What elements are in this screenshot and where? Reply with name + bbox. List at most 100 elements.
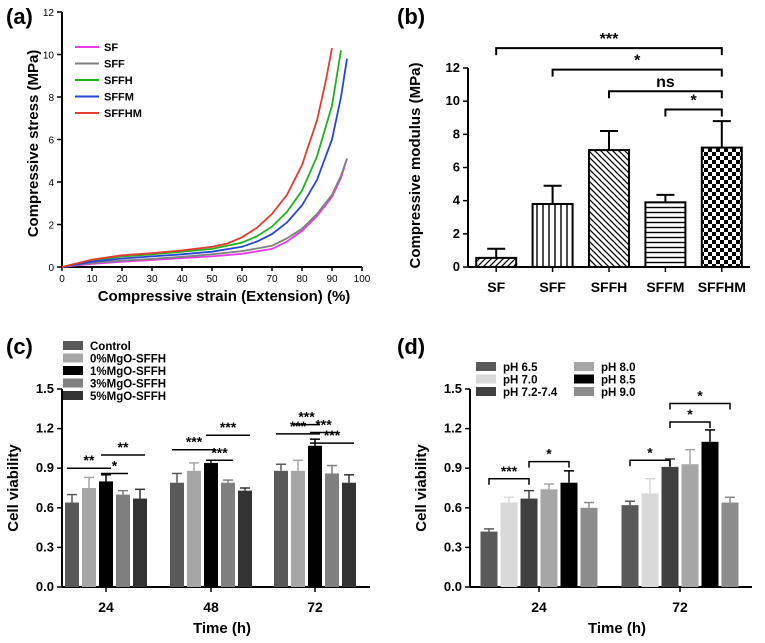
- legend-label: SFFM: [104, 92, 134, 104]
- significance-label: ***: [600, 31, 619, 48]
- significance-label: *: [112, 457, 118, 473]
- bar: [661, 466, 679, 587]
- legend-label: pH 7.2-7.4: [503, 387, 558, 399]
- series-line-sffm: [61, 58, 348, 268]
- legend-label: pH 9.0: [601, 387, 636, 399]
- significance-label: ***: [211, 444, 228, 460]
- bar: [221, 482, 235, 587]
- y-tick-label: 0.3: [36, 539, 54, 554]
- legend-label: pH 6.5: [503, 362, 538, 374]
- legend-label: pH 7.0: [503, 375, 538, 387]
- bar: [133, 498, 147, 587]
- bar: [170, 482, 184, 587]
- panel-d: 0.0 0.3 0.6 0.9 1.2 1.5 (d) Cell viability Time …: [397, 334, 752, 637]
- significance-label: ***: [298, 409, 315, 425]
- panel-b: 0 2 4 6 8 10 12 (b) Compressive modulus (MPa) SF S…: [397, 4, 750, 295]
- x-tick-label: 48: [203, 599, 219, 615]
- y-tick-label: 12: [446, 60, 460, 75]
- x-tick-label: 0: [59, 274, 65, 285]
- panel-label: (c): [6, 334, 33, 359]
- legend-label: 0%MgO-SFFH: [90, 354, 166, 366]
- bar-sff: [531, 202, 574, 269]
- legend-swatch: [63, 366, 83, 375]
- x-axis-title: Compressive strain (Extension) (%): [98, 288, 351, 305]
- legend-label: pH 8.0: [601, 362, 636, 374]
- legend-swatch: [63, 391, 83, 400]
- legend-swatch: [63, 378, 83, 388]
- y-axis-title: Cell viability: [413, 444, 430, 532]
- y-axis-title: Compressive stress (MPa): [25, 50, 42, 238]
- significance-bracket: [488, 478, 530, 485]
- significance-label: ***: [290, 418, 307, 434]
- bar: [540, 489, 558, 587]
- bar: [238, 490, 252, 587]
- bar: [308, 445, 322, 587]
- bar: [65, 502, 79, 587]
- bar: [721, 502, 739, 587]
- y-tick-label: 1.5: [36, 381, 54, 396]
- legend-label: 3%MgO-SFFH: [90, 379, 166, 391]
- series-line-sffhm: [61, 47, 333, 268]
- y-tick-label: 1.2: [444, 421, 462, 436]
- y-tick-label: 1.5: [444, 381, 462, 396]
- significance-label: *: [697, 388, 703, 404]
- significance-bracket: [608, 90, 723, 99]
- legend-swatch: [476, 374, 496, 384]
- legend-swatch: [63, 353, 83, 363]
- x-tick-label: SFFM: [646, 279, 684, 295]
- significance-bracket: [664, 108, 723, 117]
- bar: [580, 507, 598, 587]
- x-tick-label: SFFH: [591, 279, 628, 295]
- significance-label: *: [647, 444, 653, 460]
- y-tick-label: 2: [48, 221, 54, 232]
- x-tick-label: 72: [307, 599, 323, 615]
- x-tick-label: SF: [487, 279, 505, 295]
- significance-label: ***: [220, 419, 237, 435]
- legend-swatch: [574, 362, 594, 371]
- significance-label: **: [118, 439, 129, 455]
- y-tick-label: 2: [453, 226, 460, 241]
- significance-label: ***: [315, 417, 332, 433]
- x-tick-label: 30: [146, 274, 158, 285]
- x-tick-label: 40: [176, 274, 188, 285]
- bar: [204, 462, 218, 587]
- bar: [621, 505, 639, 587]
- x-tick-label: 24: [98, 599, 114, 615]
- bar-sffh: [588, 149, 630, 268]
- y-tick-label: 6: [453, 160, 460, 175]
- y-tick-label: 6: [48, 136, 54, 147]
- legend-label: SF: [104, 42, 118, 54]
- y-tick-label: 0.0: [444, 579, 462, 594]
- x-tick-label: 80: [296, 274, 308, 285]
- y-tick-label: 0.0: [36, 579, 54, 594]
- bar: [560, 482, 578, 587]
- significance-label: *: [634, 53, 641, 70]
- bar: [520, 498, 538, 587]
- significance-bracket: [495, 47, 723, 56]
- y-tick-label: 0.6: [36, 500, 54, 515]
- x-tick-label: 100: [354, 274, 371, 285]
- series-line-sffh: [61, 50, 342, 268]
- y-tick-label: 0.9: [36, 460, 54, 475]
- significance-label: **: [84, 452, 95, 468]
- y-tick-label: 10: [43, 51, 55, 62]
- y-tick-label: 0: [453, 259, 460, 274]
- bar: [681, 464, 699, 587]
- significance-bracket: [551, 68, 723, 77]
- bar-sffhm: [700, 146, 743, 269]
- bar: [480, 531, 498, 587]
- legend-label: 5%MgO-SFFH: [90, 391, 166, 403]
- significance-bracket: [528, 460, 570, 468]
- y-tick-label: 12: [43, 8, 55, 19]
- legend-label: 1%MgO-SFFH: [90, 366, 166, 378]
- y-tick-label: 0: [48, 263, 54, 274]
- significance-label: ns: [656, 74, 675, 91]
- x-tick-label: 24: [531, 599, 547, 615]
- x-tick-label: 90: [326, 274, 338, 285]
- legend-swatch: [574, 374, 594, 384]
- bar: [274, 470, 288, 587]
- x-tick-label: 60: [236, 274, 248, 285]
- x-tick-label: 70: [266, 274, 278, 285]
- y-axis-title: Cell viability: [5, 444, 22, 532]
